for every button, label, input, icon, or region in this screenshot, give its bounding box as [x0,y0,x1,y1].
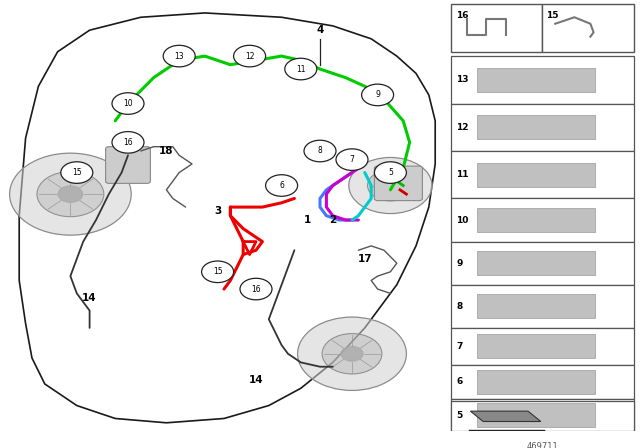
Text: 16: 16 [251,284,261,293]
Text: 9: 9 [375,90,380,99]
FancyBboxPatch shape [451,328,634,365]
Circle shape [298,317,406,391]
Polygon shape [470,411,541,422]
FancyBboxPatch shape [451,241,634,285]
Text: 8: 8 [456,302,463,311]
FancyBboxPatch shape [451,198,634,241]
FancyBboxPatch shape [477,403,595,427]
Circle shape [266,175,298,196]
Text: 9: 9 [456,258,463,267]
FancyBboxPatch shape [374,166,422,201]
Circle shape [336,149,368,170]
Text: 16: 16 [456,11,469,20]
Text: 16: 16 [123,138,133,147]
Text: 6: 6 [279,181,284,190]
Circle shape [341,346,363,361]
Text: 12: 12 [456,123,469,132]
Circle shape [322,334,382,374]
Text: 4: 4 [316,25,324,35]
Circle shape [58,186,83,202]
Text: 3: 3 [214,207,221,216]
Text: 11: 11 [296,65,305,73]
Circle shape [163,45,195,67]
Text: 2: 2 [329,215,337,225]
Text: 1: 1 [303,215,311,225]
Circle shape [382,180,399,191]
Text: 13: 13 [456,75,469,84]
Text: 11: 11 [456,170,469,179]
Circle shape [349,157,432,214]
FancyBboxPatch shape [451,103,634,151]
FancyBboxPatch shape [451,4,543,52]
Text: 14: 14 [83,293,97,303]
Text: 8: 8 [317,146,323,155]
Text: 18: 18 [159,146,173,156]
FancyBboxPatch shape [477,163,595,187]
Text: 12: 12 [245,52,254,60]
Text: 10: 10 [456,215,468,224]
Text: 14: 14 [249,375,263,385]
FancyBboxPatch shape [451,365,634,399]
FancyBboxPatch shape [543,4,634,52]
FancyBboxPatch shape [106,146,150,183]
Circle shape [37,172,104,217]
FancyBboxPatch shape [451,56,634,103]
Circle shape [112,132,144,153]
FancyBboxPatch shape [477,370,595,394]
Circle shape [367,170,413,201]
Circle shape [362,84,394,106]
FancyBboxPatch shape [477,208,595,232]
Text: 10: 10 [123,99,133,108]
Text: 7: 7 [349,155,355,164]
Circle shape [202,261,234,283]
FancyBboxPatch shape [477,251,595,275]
FancyBboxPatch shape [451,151,634,198]
FancyBboxPatch shape [477,115,595,139]
Circle shape [304,140,336,162]
FancyBboxPatch shape [477,334,595,358]
FancyBboxPatch shape [451,401,634,431]
Circle shape [234,45,266,67]
Text: 7: 7 [456,342,463,351]
Circle shape [112,93,144,114]
Text: 15: 15 [72,168,82,177]
Text: 13: 13 [174,52,184,60]
Text: 469711: 469711 [527,442,558,448]
Circle shape [374,162,406,183]
FancyBboxPatch shape [451,399,634,431]
Circle shape [285,58,317,80]
Text: 15: 15 [547,11,559,20]
Text: 5: 5 [456,411,463,420]
Text: 6: 6 [456,377,463,386]
FancyBboxPatch shape [477,294,595,319]
Text: 17: 17 [358,254,372,264]
Text: 15: 15 [212,267,223,276]
Circle shape [61,162,93,183]
Circle shape [10,153,131,235]
Circle shape [240,278,272,300]
FancyBboxPatch shape [451,285,634,328]
FancyBboxPatch shape [477,68,595,92]
Text: 5: 5 [388,168,393,177]
